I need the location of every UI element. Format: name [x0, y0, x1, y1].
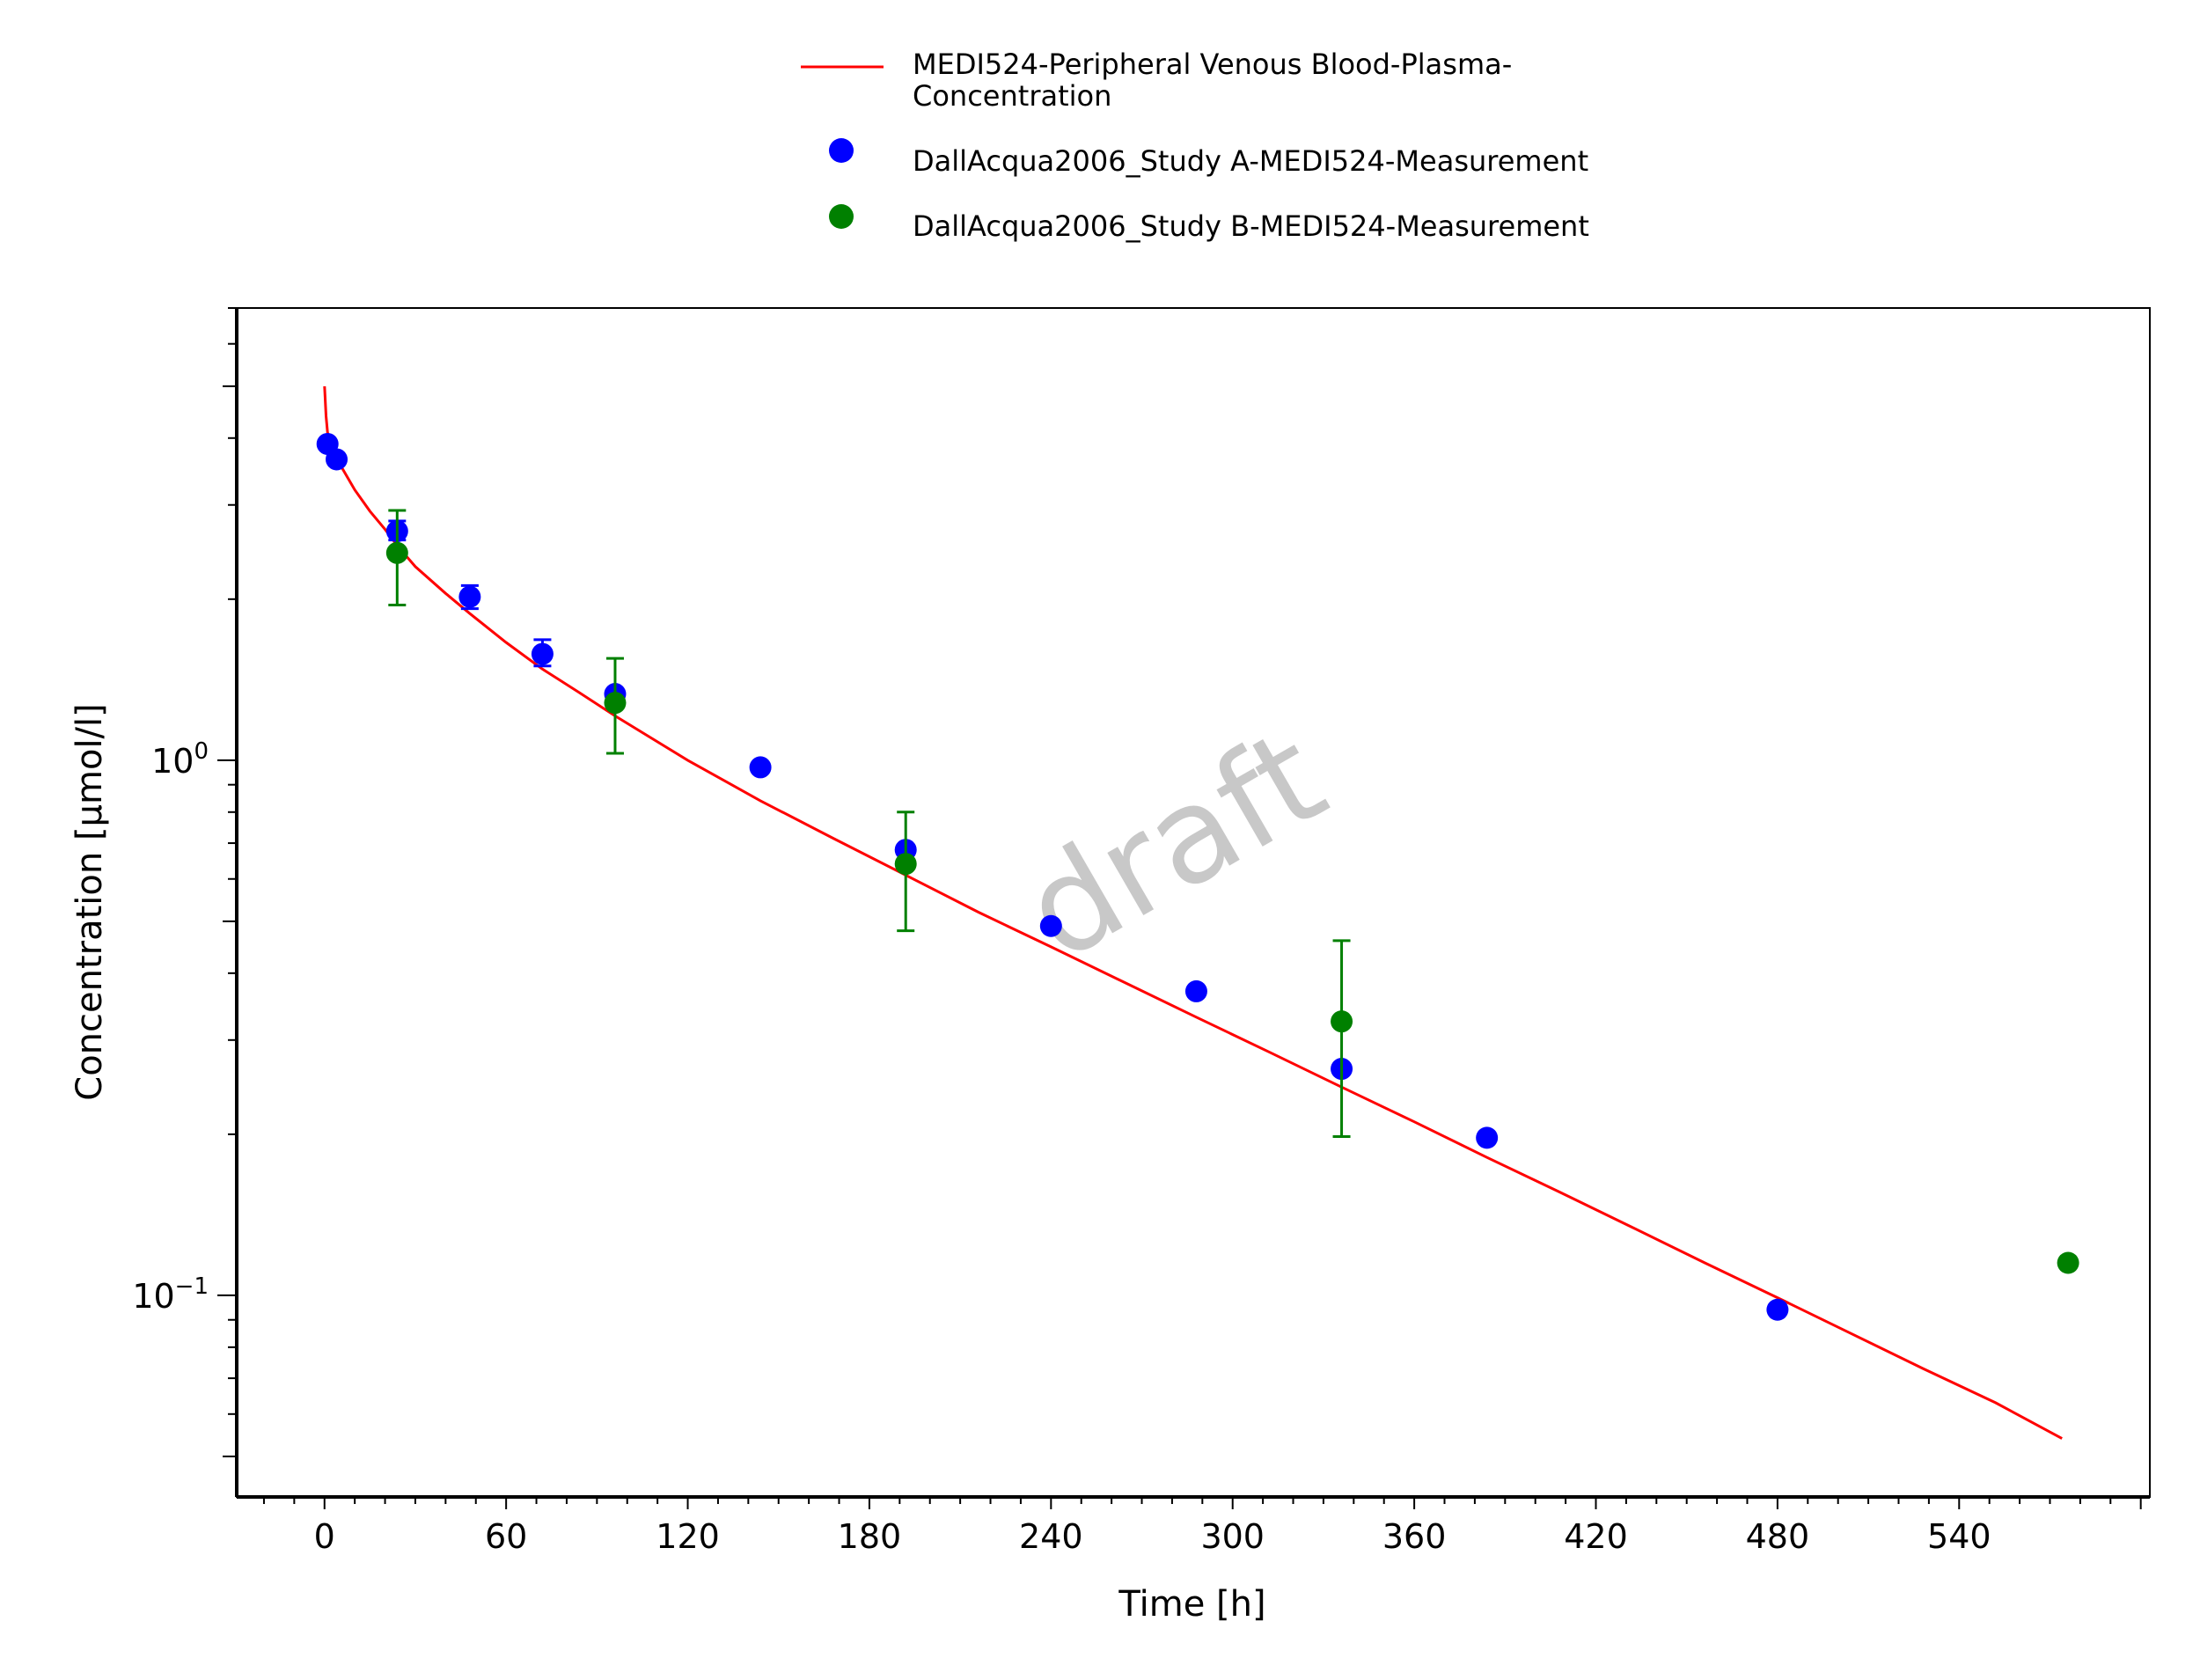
y-axis-title: Concentration [µmol/l]	[70, 703, 110, 1100]
x-tick-label: 480	[1746, 1517, 1810, 1556]
legend-swatch-study-a	[829, 138, 854, 163]
legend: MEDI524-Peripheral Venous Blood-Plasma- …	[801, 48, 1589, 243]
legend-label-study-a: DallAcqua2006_Study A-MEDI524-Measuremen…	[913, 144, 1588, 178]
legend-label-study-b: DallAcqua2006_Study B-MEDI524-Measuremen…	[913, 209, 1589, 243]
y-tick-label: 10−1	[132, 1273, 209, 1316]
x-tick-label: 300	[1200, 1517, 1265, 1556]
legend-label-line-1: MEDI524-Peripheral Venous Blood-Plasma-	[913, 48, 1512, 81]
x-tick-label: 120	[656, 1517, 720, 1556]
simulation-curve	[323, 385, 2063, 1440]
x-tick-label: 420	[1564, 1517, 1628, 1556]
data-point	[1766, 1298, 1789, 1321]
y-tick-label: 100	[151, 738, 209, 781]
x-tick-label: 360	[1382, 1517, 1447, 1556]
legend-swatch-study-b	[829, 204, 854, 229]
data-point	[749, 756, 772, 779]
x-tick-label: 540	[1927, 1517, 1991, 1556]
data-point	[1331, 1010, 1353, 1033]
axis-ticks	[217, 307, 2142, 1509]
series-simulation	[323, 385, 2063, 1440]
data-point	[604, 692, 627, 715]
axis-tick-labels: 0 60 120 180 240 300 360 420 480 540 100 10−1	[132, 738, 1991, 1556]
data-point	[1184, 979, 1207, 1002]
legend-label-line-2: Concentration	[913, 79, 1111, 113]
series-study-b	[385, 509, 2079, 1274]
data-point	[326, 448, 348, 471]
data-point	[1039, 914, 1062, 937]
data-point	[531, 642, 554, 665]
x-tick-label: 60	[485, 1517, 527, 1556]
x-tick-label: 0	[314, 1517, 335, 1556]
x-tick-label: 240	[1019, 1517, 1083, 1556]
data-point	[894, 853, 917, 876]
x-axis-title: Time [h]	[1118, 1584, 1265, 1625]
x-tick-label: 180	[838, 1517, 902, 1556]
data-point	[385, 541, 408, 564]
data-point	[2057, 1251, 2079, 1274]
data-point	[1476, 1126, 1499, 1149]
data-point	[458, 585, 481, 608]
